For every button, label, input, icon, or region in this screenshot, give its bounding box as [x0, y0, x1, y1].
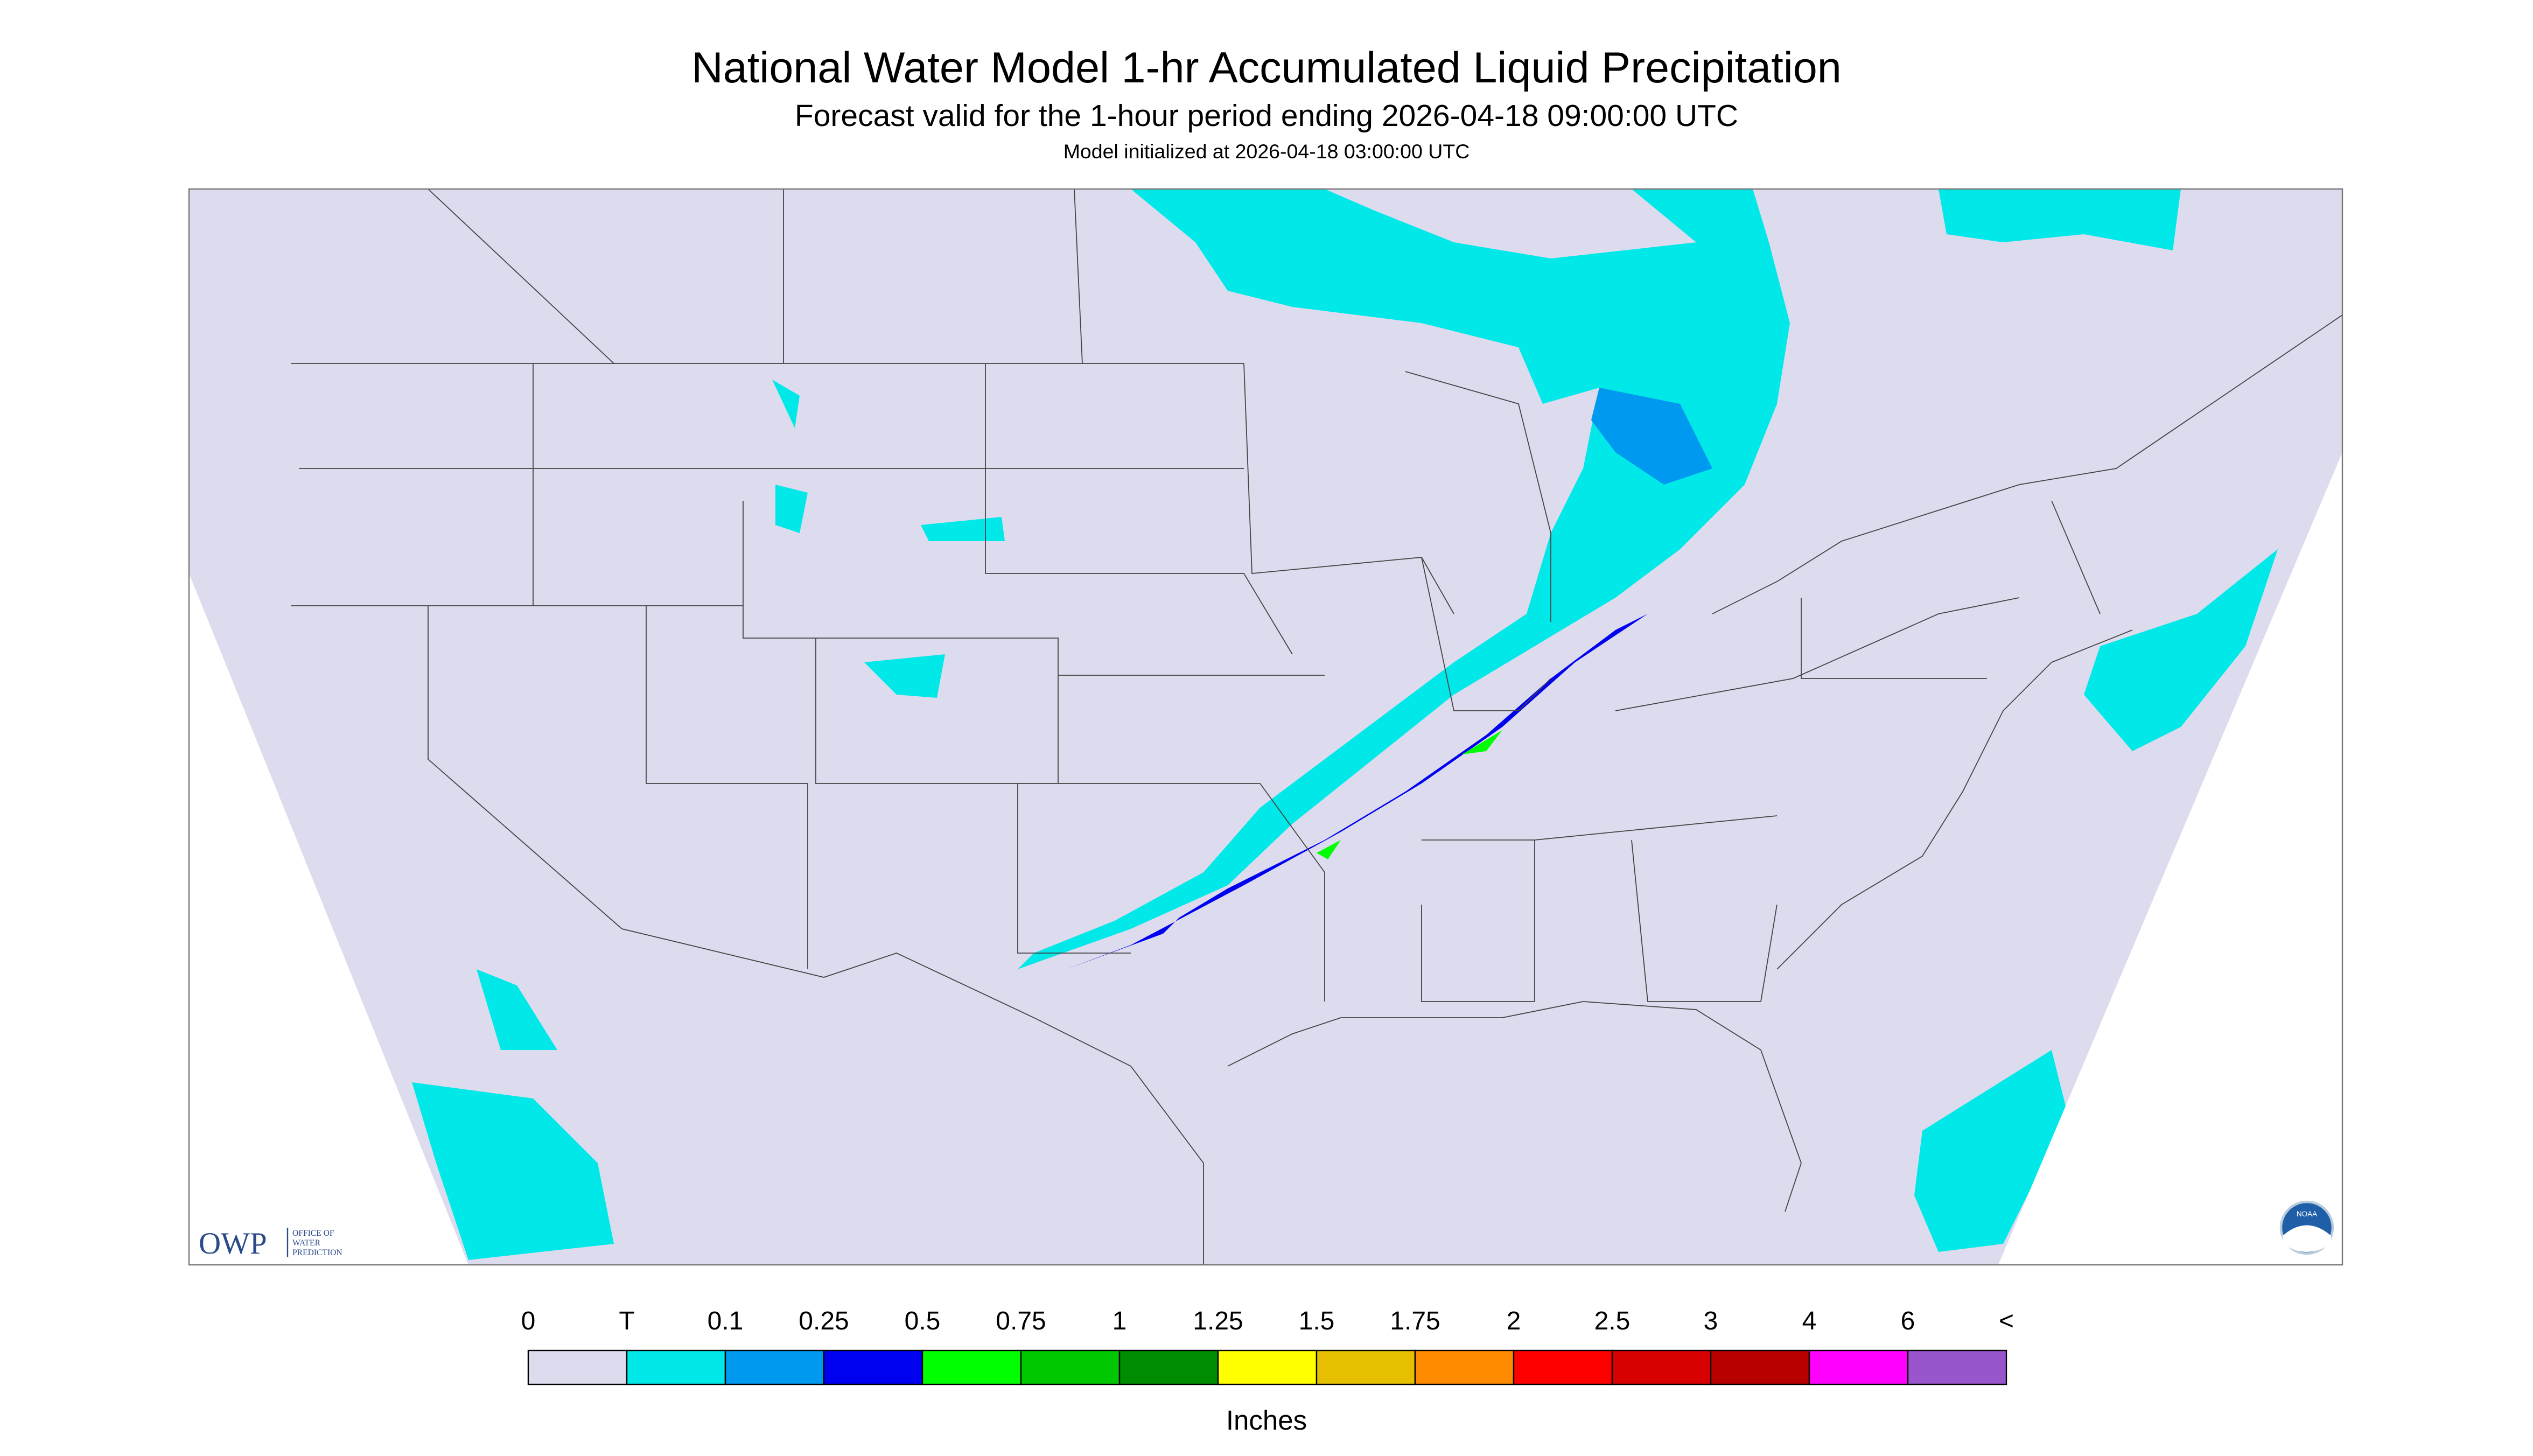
legend-swatch — [823, 1349, 923, 1385]
map-frame — [188, 188, 2343, 1266]
coastline — [1227, 629, 2133, 1212]
legend-label: T — [619, 1307, 634, 1335]
precip-ne — [1939, 189, 2181, 251]
precip-se — [1914, 1050, 2068, 1252]
precip-coast — [2084, 549, 2278, 752]
legend-label: 6 — [1901, 1307, 1915, 1335]
borders — [291, 188, 2343, 1265]
badge-wave — [2283, 1225, 2331, 1252]
legend-swatch — [1217, 1349, 1318, 1385]
legend-swatch — [1316, 1349, 1416, 1385]
legend-swatch — [1808, 1349, 1909, 1385]
legend-label: 2.5 — [1594, 1307, 1631, 1335]
legend-label: 1 — [1112, 1307, 1127, 1335]
legend-label: 1.25 — [1193, 1307, 1243, 1335]
outside-left — [189, 573, 468, 1265]
legend: Inches 0 T 0.1 0.25 0.5 0.75 1 1.25 1.5 1.75 2 2.5 3… — [521, 1307, 2014, 1436]
legend-label: < — [1999, 1307, 2014, 1335]
outside-right — [1998, 452, 2342, 1265]
legend-swatch — [1513, 1349, 1613, 1385]
legend-label: 0.5 — [905, 1307, 941, 1335]
legend-label: 0.1 — [708, 1307, 744, 1335]
precip-mod — [1591, 388, 1712, 485]
legend-label: 0.75 — [996, 1307, 1046, 1335]
legend-swatch — [1907, 1349, 2007, 1385]
logo-abbr: OWP — [199, 1227, 267, 1261]
legend-label: 1.75 — [1390, 1307, 1440, 1335]
precip-band — [1018, 189, 1790, 970]
precip-sw — [412, 1082, 614, 1261]
precip-baja — [477, 969, 557, 1051]
logo-line: OFFICE OF — [292, 1229, 334, 1238]
logo-line: WATER — [292, 1238, 321, 1248]
init-note: Model initialized at 2026-04-18 03:00:00… — [1063, 140, 1470, 163]
legend-label: 2 — [1507, 1307, 1521, 1335]
owp-logo: OWP OFFICE OF WATER PREDICTION — [199, 1227, 342, 1261]
map-area — [189, 189, 2342, 1265]
map — [188, 188, 2343, 1266]
precip-wy — [772, 380, 1005, 698]
title: National Water Model 1-hr Accumulated Li… — [691, 44, 1842, 92]
logo-line: PREDICTION — [292, 1248, 342, 1257]
legend-swatch — [626, 1349, 726, 1385]
legend-label: 4 — [1802, 1307, 1817, 1335]
legend-swatch — [921, 1349, 1022, 1385]
legend-swatch — [527, 1349, 628, 1385]
legend-label: 3 — [1704, 1307, 1718, 1335]
legend-swatch — [1611, 1349, 1712, 1385]
legend-swatch — [1710, 1349, 1810, 1385]
noaa-badge: NOAA — [2279, 1200, 2334, 1255]
legend-swatch — [1414, 1349, 1515, 1385]
legend-swatch — [1118, 1349, 1219, 1385]
badge-text: NOAA — [2297, 1210, 2317, 1218]
legend-label: 0 — [521, 1307, 536, 1335]
legend-swatch — [1020, 1349, 1121, 1385]
legend-label: 1.5 — [1299, 1307, 1335, 1335]
subtitle: Forecast valid for the 1-hour period end… — [795, 99, 1738, 133]
precip-peak — [1317, 730, 1502, 860]
precip-heavy — [1066, 614, 1648, 970]
legend-unit: Inches — [1226, 1405, 1307, 1436]
legend-label: 0.25 — [799, 1307, 849, 1335]
legend-swatch — [724, 1349, 825, 1385]
